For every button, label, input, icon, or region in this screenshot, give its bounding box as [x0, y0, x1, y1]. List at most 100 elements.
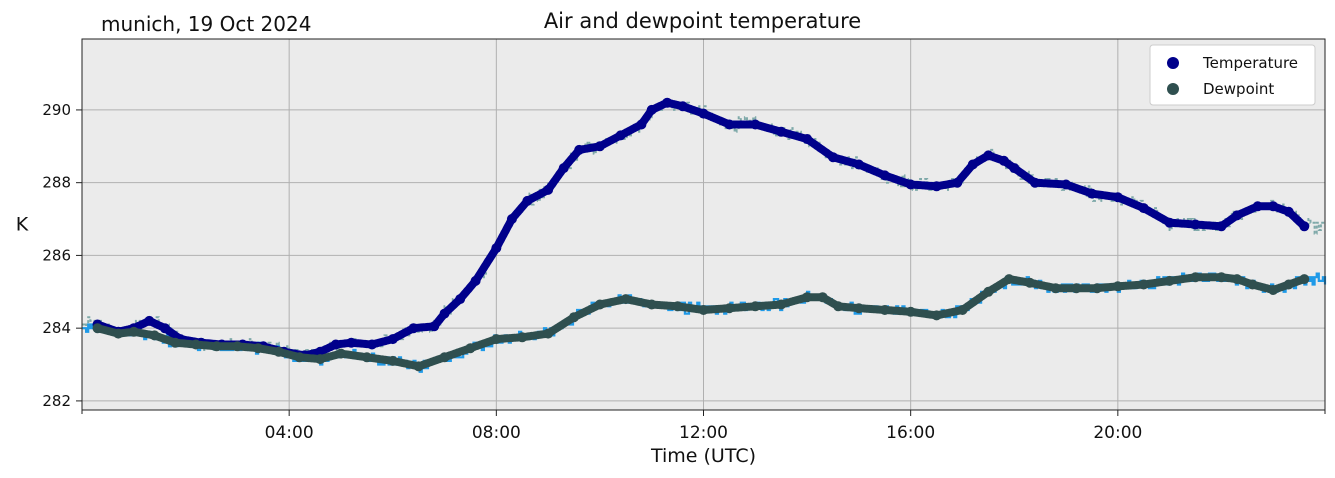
temperature-point — [1283, 206, 1294, 217]
dewpoint-point — [1232, 274, 1242, 285]
dewpoint-point — [413, 361, 424, 372]
temperature-point — [1061, 179, 1071, 190]
temperature-point — [1268, 201, 1279, 212]
dewpoint-point — [1050, 283, 1061, 294]
dewpoint-point — [1024, 277, 1035, 288]
temperature-point — [439, 308, 450, 319]
temperature-point — [853, 159, 864, 170]
dewpoint-point — [294, 352, 305, 363]
temperature-point — [750, 119, 761, 130]
legend-marker-temperature — [1167, 57, 1179, 69]
dewpoint-point — [387, 355, 398, 366]
legend: Temperature Dewpoint — [1149, 44, 1316, 106]
temperature-point — [367, 339, 377, 350]
dewpoint-point — [113, 328, 124, 339]
dewpoint-series — [92, 272, 1310, 372]
temperature-point — [408, 323, 419, 334]
temperature-point — [315, 346, 326, 357]
temperature-point — [455, 294, 466, 305]
legend-marker-dewpoint — [1167, 83, 1179, 95]
temperature-point — [677, 101, 688, 112]
axis-ticks: 04:00 08:00 12:00 16:00 20:00 282 284 286 288 290 — [42, 101, 1326, 443]
dewpoint-point — [170, 337, 181, 348]
dewpoint-point — [983, 286, 994, 297]
temperature-point — [636, 119, 647, 130]
legend-box — [1149, 44, 1316, 106]
temperature-point — [967, 159, 978, 170]
dewpoint-point — [594, 299, 605, 310]
temperature-point — [491, 243, 502, 254]
dewpoint-point — [750, 301, 761, 312]
dewpoint-point — [1004, 274, 1015, 285]
temperature-point — [330, 339, 341, 350]
temperature-point — [828, 152, 838, 163]
x-tick-label: 16:00 — [886, 423, 935, 443]
dewpoint-point — [517, 332, 528, 343]
dewpoint-point — [698, 305, 709, 315]
temperature-point — [470, 275, 481, 286]
dewpoint-point — [491, 334, 502, 345]
dewpoint-point — [1071, 283, 1082, 294]
temperature-point — [1299, 221, 1310, 232]
dewpoint-point — [1299, 274, 1310, 285]
temperature-point — [574, 144, 585, 155]
dewpoint-point — [465, 343, 476, 354]
temperature-point — [662, 97, 673, 108]
dewpoint-point — [1268, 285, 1279, 295]
temperature-point — [1164, 217, 1175, 228]
dewpoint-point — [817, 292, 828, 303]
x-tick-label: 08:00 — [472, 423, 521, 443]
dewpoint-point — [853, 303, 864, 314]
dewpoint-point — [128, 326, 139, 337]
dewpoint-point — [543, 328, 554, 339]
y-tick-label: 282 — [42, 392, 71, 410]
dewpoint-point — [92, 323, 103, 334]
legend-label-dewpoint: Dewpoint — [1203, 80, 1274, 98]
series-layer — [92, 97, 1310, 372]
dewpoint-point — [1216, 272, 1227, 283]
temperature-point — [543, 184, 554, 195]
temperature-point — [387, 334, 398, 345]
temperature-point — [1190, 219, 1201, 230]
temperature-point — [429, 321, 440, 332]
temperature-point — [594, 141, 605, 152]
dewpoint-point — [569, 312, 579, 323]
x-tick-label: 12:00 — [679, 423, 728, 443]
dewpoint-point — [361, 352, 372, 363]
temperature-point — [802, 134, 813, 144]
temperature-point — [1216, 221, 1227, 232]
legend-label-temperature: Temperature — [1202, 54, 1298, 72]
dewpoint-point — [439, 352, 450, 363]
dewpoint-point — [1190, 272, 1201, 283]
dewpoint-point — [672, 301, 683, 312]
y-tick-label: 288 — [42, 174, 71, 192]
temperature-point — [776, 126, 787, 137]
dewpoint-point — [646, 299, 657, 310]
temperature-point — [983, 150, 994, 161]
y-axis-label: K — [16, 214, 29, 236]
dewpoint-point — [232, 341, 243, 352]
temperature-point — [1086, 188, 1097, 199]
temperature-point — [952, 177, 963, 188]
dewpoint-point — [957, 305, 968, 315]
temperature-point — [646, 104, 657, 115]
temperature-point — [998, 155, 1009, 166]
temperature-point — [144, 315, 155, 326]
dewpoint-point — [1247, 279, 1258, 290]
temperature-point — [506, 214, 517, 224]
dewpoint-point — [905, 306, 916, 317]
dewpoint-point — [724, 303, 735, 314]
temperature-point — [724, 119, 735, 130]
dewpoint-point — [802, 292, 813, 303]
temperature-point — [1252, 201, 1263, 212]
dewpoint-point — [776, 299, 787, 310]
y-tick-label: 286 — [42, 246, 71, 264]
temperature-point — [1138, 203, 1149, 214]
dewpoint-point — [190, 339, 201, 350]
dewpoint-point — [1138, 279, 1149, 290]
temperature-point — [1112, 192, 1123, 203]
dewpoint-point — [1283, 279, 1294, 290]
temperature-point — [522, 195, 533, 206]
temperature-point — [905, 179, 916, 190]
